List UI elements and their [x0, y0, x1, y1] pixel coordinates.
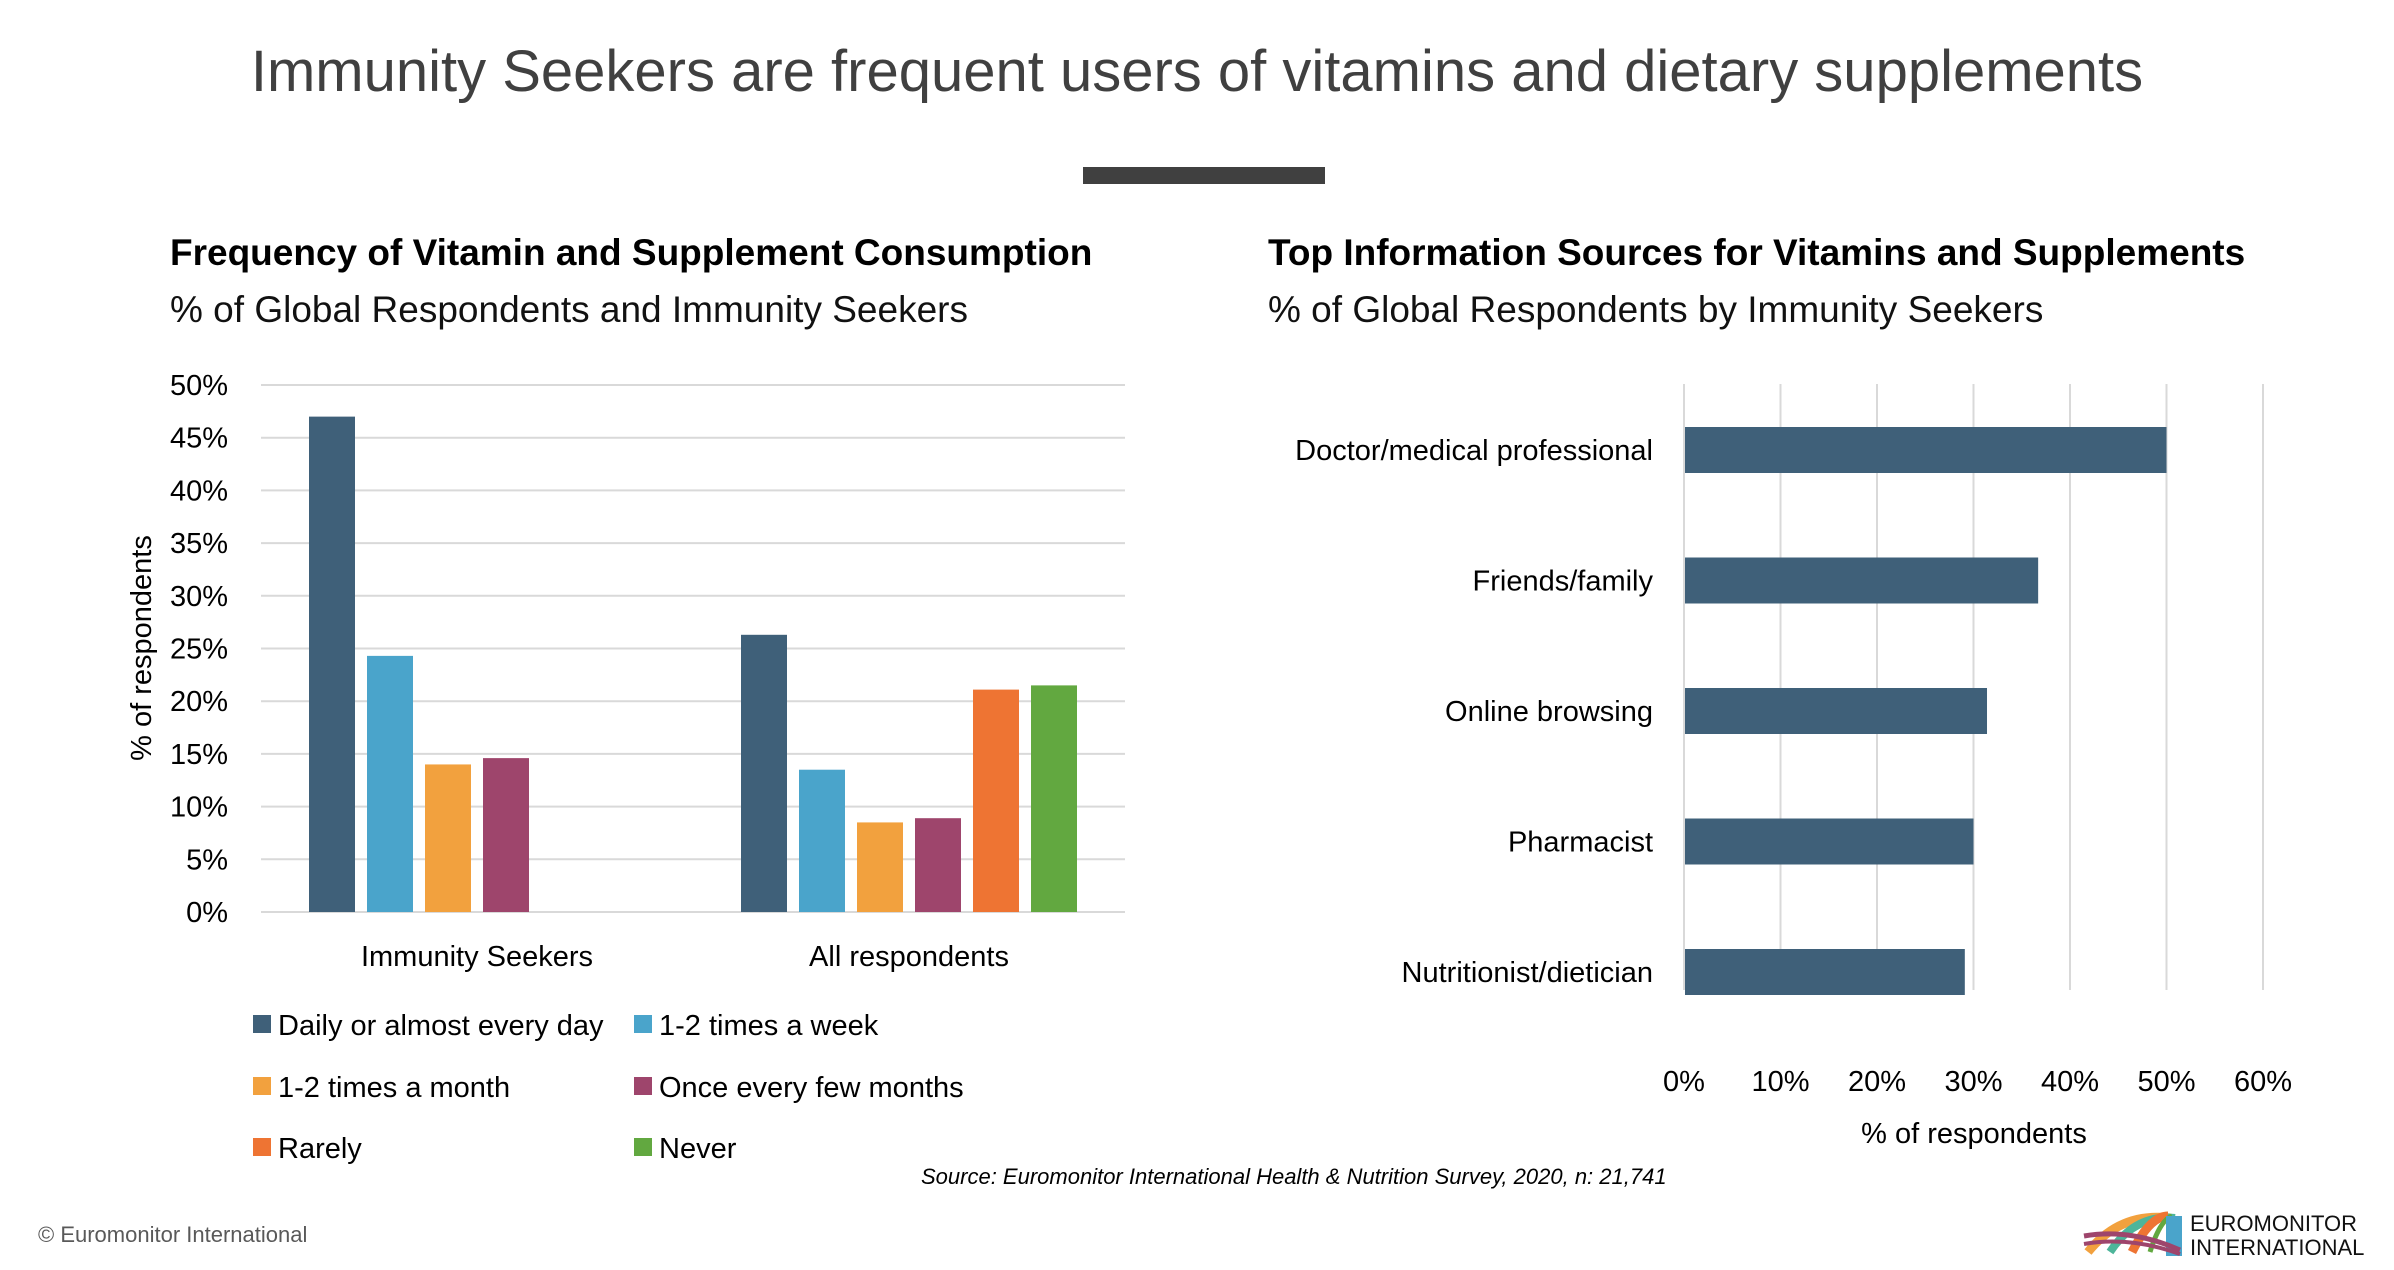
y-tick-label: 40%	[170, 475, 228, 507]
y-tick-label: 15%	[170, 739, 228, 771]
legend-swatch	[253, 1077, 271, 1095]
y-tick-label: 25%	[170, 634, 228, 666]
legend-label: Once every few months	[659, 1072, 964, 1104]
right-chart-subtitle: % of Global Respondents by Immunity Seek…	[1268, 289, 2044, 330]
x-tick-label: 50%	[2137, 1066, 2195, 1098]
bar	[367, 655, 413, 912]
y-category-label: Online browsing	[1445, 696, 1653, 728]
right-x-axis-title: % of respondents	[1861, 1118, 2087, 1150]
bar	[915, 818, 961, 912]
legend-label: Daily or almost every day	[278, 1010, 604, 1042]
y-tick-label: 35%	[170, 528, 228, 560]
bar	[857, 822, 903, 912]
y-tick-label: 10%	[170, 792, 228, 824]
y-tick-label: 50%	[170, 370, 228, 402]
x-tick-label: 40%	[2041, 1066, 2099, 1098]
bar	[1031, 685, 1077, 912]
legend-label: Rarely	[278, 1133, 362, 1165]
frequency-bar-chart: 0% 5% 10% 15% 20% 25% 30% 35% 40% 45% 50% Immunity …	[170, 370, 1125, 1165]
legend-swatch	[634, 1077, 652, 1095]
bar	[973, 689, 1019, 912]
x-tick-label: 10%	[1751, 1066, 1809, 1098]
bar	[1685, 688, 1988, 734]
legend-label: 1-2 times a month	[278, 1072, 510, 1104]
y-tick-label: 20%	[170, 686, 228, 718]
y-tick-label: 0%	[186, 897, 228, 929]
legend-label: 1-2 times a week	[659, 1010, 879, 1042]
right-chart-title: Top Information Sources for Vitamins and…	[1268, 232, 2246, 273]
legend-swatch	[253, 1138, 271, 1156]
bar	[309, 416, 355, 912]
x-category-label: Immunity Seekers	[361, 941, 593, 973]
source-note: Source: Euromonitor International Health…	[921, 1164, 1667, 1189]
y-category-label: Pharmacist	[1508, 827, 1653, 859]
x-category-label: All respondents	[809, 941, 1009, 973]
bar	[799, 769, 845, 912]
bar	[1685, 818, 1974, 865]
logo-text-line2: INTERNATIONAL	[2190, 1235, 2364, 1260]
x-tick-label: 0%	[1663, 1066, 1705, 1098]
page-title: Immunity Seekers are frequent users of v…	[250, 39, 2144, 104]
bar	[425, 764, 471, 912]
y-category-label: Doctor/medical professional	[1295, 435, 1653, 467]
logo-mark-icon	[2083, 1211, 2182, 1256]
y-tick-label: 30%	[170, 581, 228, 613]
x-tick-label: 20%	[1848, 1066, 1906, 1098]
information-sources-bar-chart: 0% 10% 20% 30% 40% 50% 60% Doctor/medical profe…	[1295, 384, 2292, 1098]
legend-swatch	[253, 1015, 271, 1033]
x-tick-label: 60%	[2234, 1066, 2292, 1098]
title-divider	[1083, 167, 1325, 184]
bar	[483, 758, 529, 912]
copyright-text: © Euromonitor International	[38, 1222, 308, 1247]
bar	[1685, 557, 2039, 604]
y-tick-label: 5%	[186, 844, 228, 876]
y-tick-label: 45%	[170, 423, 228, 455]
legend-swatch	[634, 1138, 652, 1156]
logo-text-line1: EUROMONITOR	[2190, 1211, 2357, 1236]
left-chart-subtitle: % of Global Respondents and Immunity See…	[170, 289, 968, 330]
bar	[1685, 949, 1965, 995]
y-category-label: Friends/family	[1473, 566, 1654, 598]
bar	[741, 634, 787, 912]
legend-label: Never	[659, 1133, 737, 1165]
x-tick-label: 30%	[1944, 1066, 2002, 1098]
y-category-label: Nutritionist/dietician	[1402, 957, 1653, 989]
left-y-axis-title: % of respondents	[126, 535, 158, 761]
bar	[1685, 427, 2167, 473]
euromonitor-logo: EUROMONITOR INTERNATIONAL	[2083, 1211, 2364, 1260]
left-chart-title: Frequency of Vitamin and Supplement Cons…	[170, 232, 1093, 273]
legend-swatch	[634, 1015, 652, 1033]
